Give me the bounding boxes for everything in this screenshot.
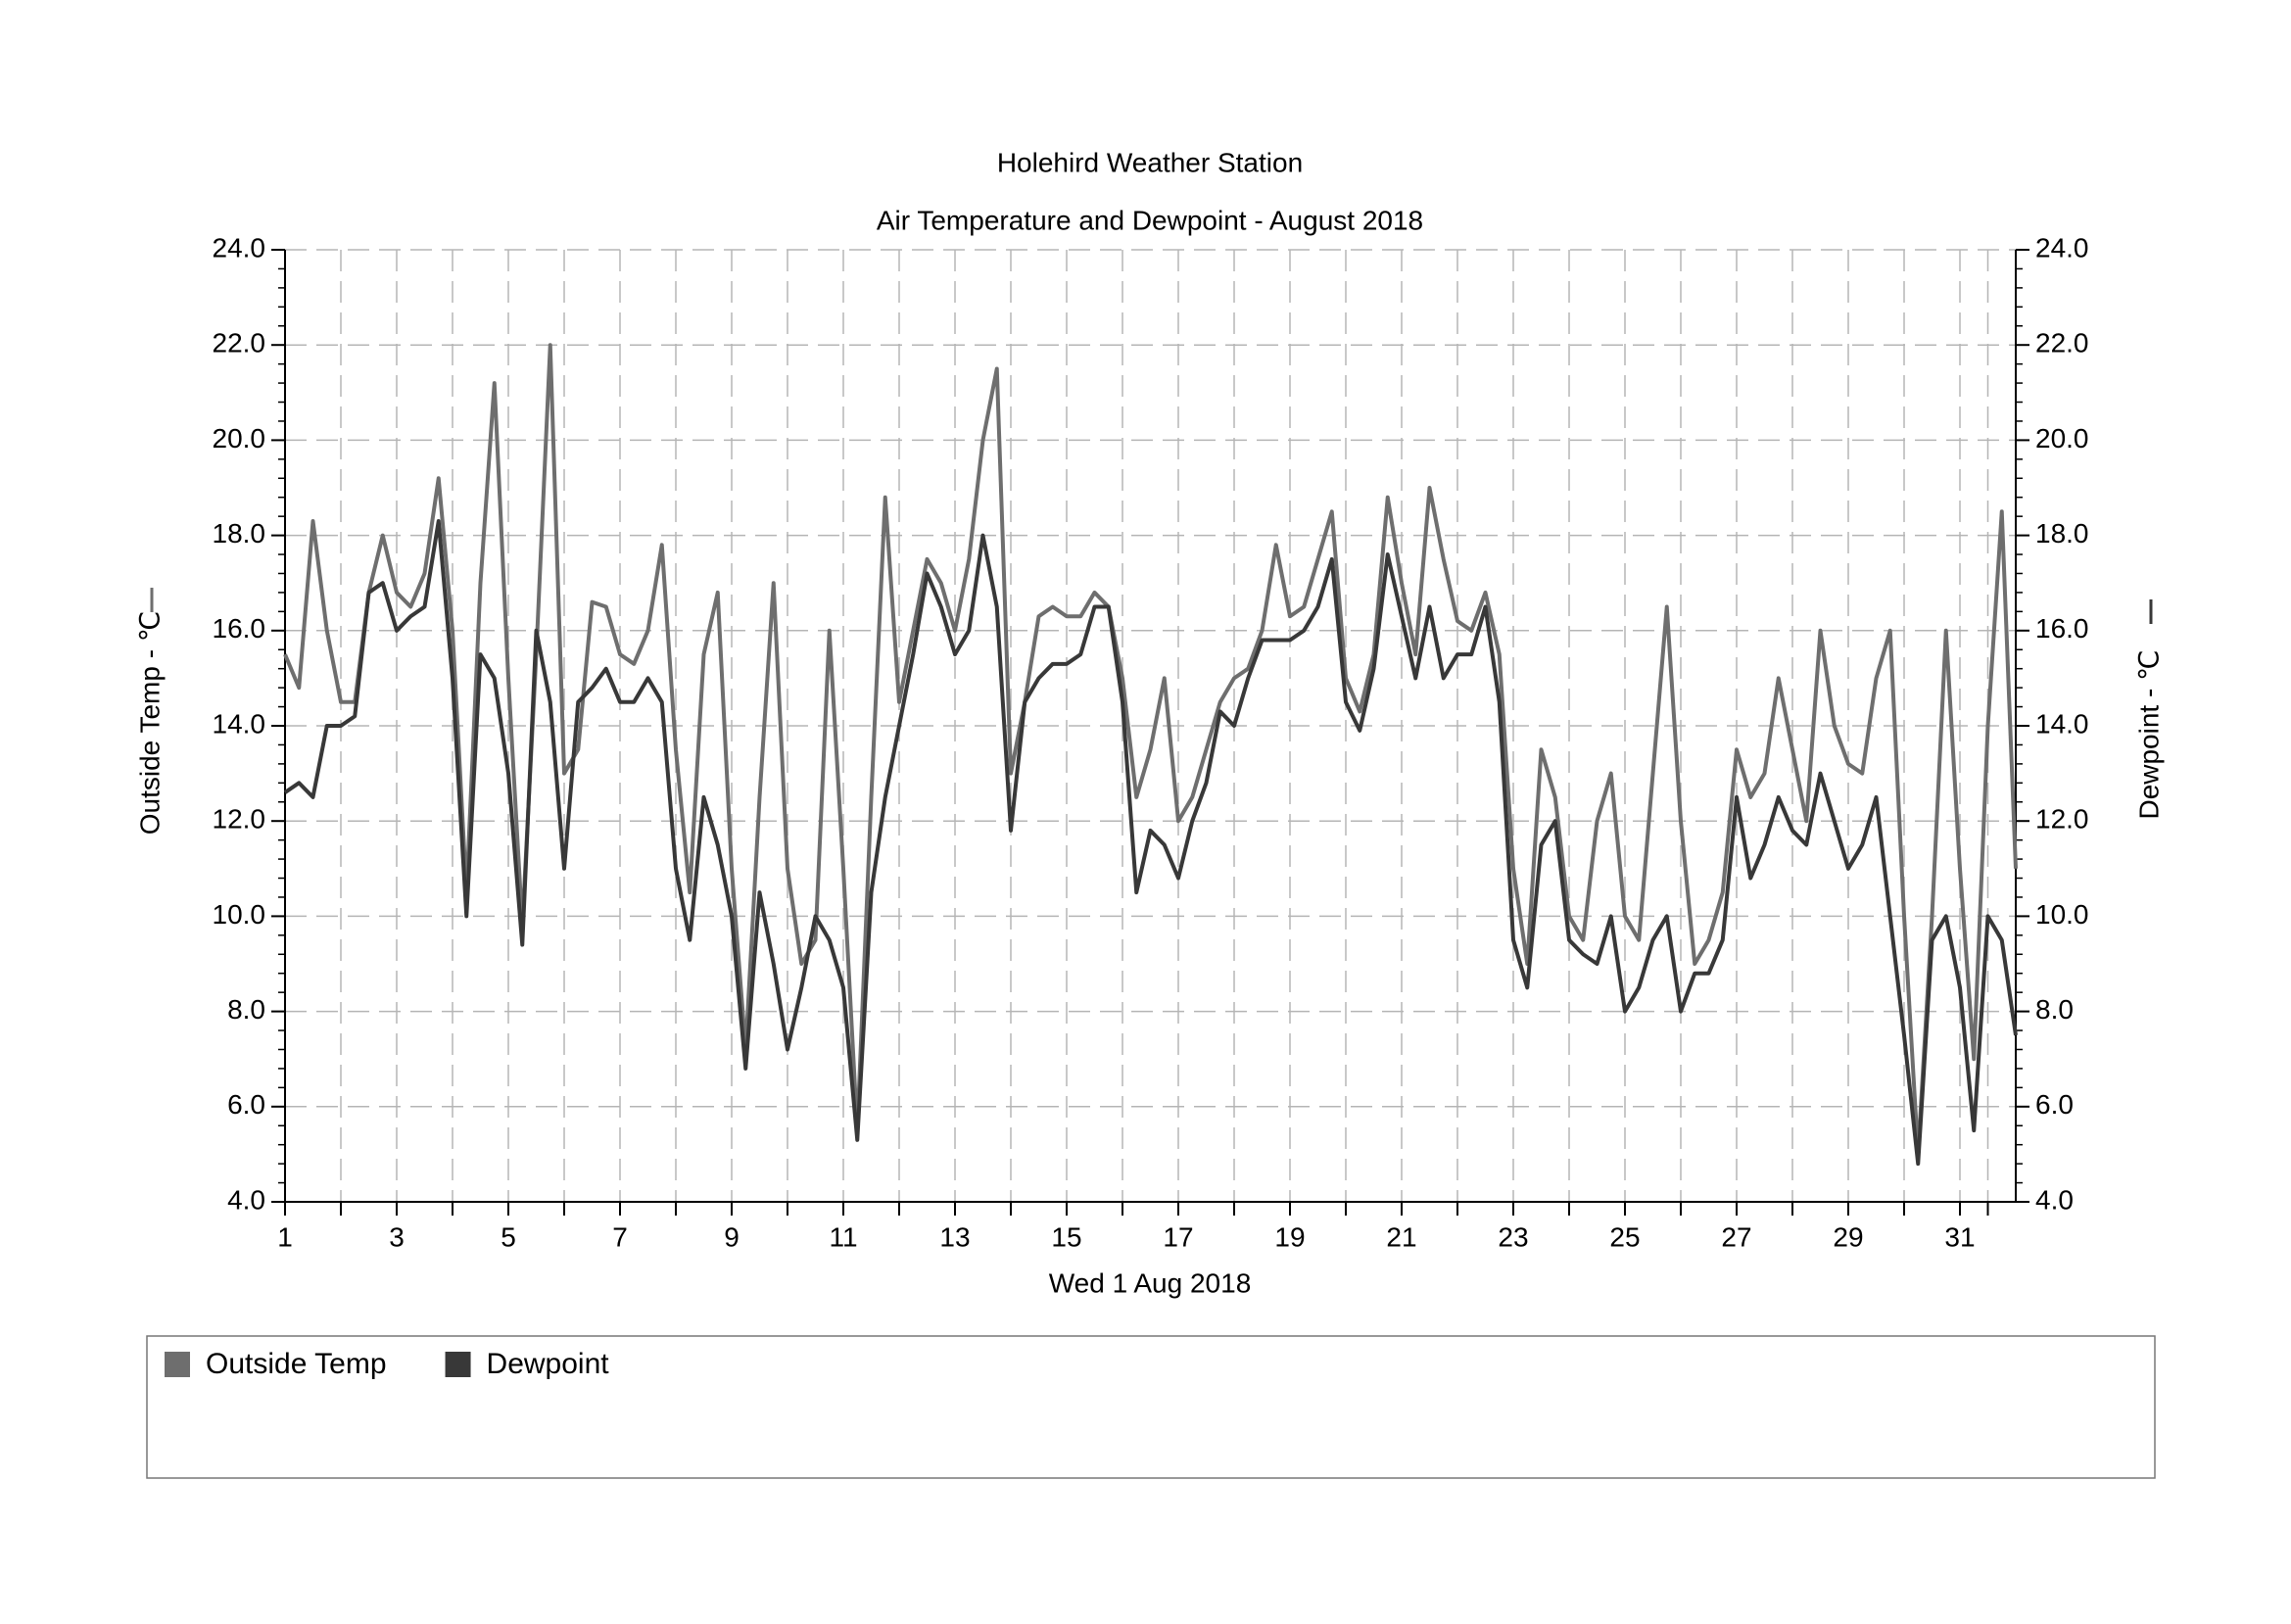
y2-tick-label: 24.0 <box>2035 232 2089 263</box>
legend-label: Outside Temp <box>206 1348 387 1380</box>
data-line <box>283 519 2018 1167</box>
data-line <box>283 343 2018 1157</box>
legend-box <box>146 1335 2156 1479</box>
y2-tick-label: 4.0 <box>2035 1184 2074 1215</box>
x-tick-label: 25 <box>1609 1221 1640 1252</box>
chart-title: Holehird Weather Station <box>997 147 1303 177</box>
legend-swatch <box>165 1352 190 1377</box>
x-tick-label: 13 <box>939 1221 970 1252</box>
y2-tick-label: 22.0 <box>2035 328 2089 358</box>
legend-label: Dewpoint <box>487 1348 610 1380</box>
y-tick-label: 14.0 <box>213 708 266 739</box>
x-tick-label: 11 <box>829 1221 857 1252</box>
x-tick-label: 9 <box>724 1221 740 1252</box>
legend-swatch <box>445 1352 471 1377</box>
y2-tick-label: 18.0 <box>2035 518 2089 549</box>
y-tick-label: 12.0 <box>213 804 266 835</box>
x-tick-label: 31 <box>1944 1221 1975 1252</box>
x-tick-label: 15 <box>1051 1221 1081 1252</box>
y2-axis-label: Dewpoint - ℃ <box>2133 649 2164 819</box>
y-tick-label: 24.0 <box>213 232 266 263</box>
x-tick-label: 29 <box>1833 1221 1863 1252</box>
x-tick-label: 27 <box>1721 1221 1751 1252</box>
y2-tick-label: 12.0 <box>2035 804 2089 835</box>
x-tick-label: 1 <box>277 1221 293 1252</box>
y-tick-label: 18.0 <box>213 518 266 549</box>
y-tick-label: 16.0 <box>213 613 266 644</box>
y-tick-label: 4.0 <box>227 1184 265 1215</box>
y2-tick-label: 6.0 <box>2035 1089 2074 1120</box>
x-tick-label: 23 <box>1498 1221 1528 1252</box>
x-tick-label: 7 <box>612 1221 628 1252</box>
x-tick-label: 17 <box>1163 1221 1193 1252</box>
chart-subtitle: Air Temperature and Dewpoint - August 20… <box>877 205 1423 235</box>
y-tick-label: 8.0 <box>227 994 265 1025</box>
x-tick-label: 21 <box>1386 1221 1416 1252</box>
y-axis-label: Outside Temp - ℃ <box>134 611 165 836</box>
y-tick-label: 22.0 <box>213 328 266 358</box>
x-tick-label: 3 <box>389 1221 405 1252</box>
x-tick-label: 5 <box>501 1221 516 1252</box>
y2-tick-label: 14.0 <box>2035 708 2089 739</box>
y2-tick-label: 8.0 <box>2035 994 2074 1025</box>
y-tick-label: 20.0 <box>213 423 266 454</box>
y2-tick-label: 16.0 <box>2035 613 2089 644</box>
x-tick-label: 19 <box>1274 1221 1305 1252</box>
y-tick-label: 10.0 <box>213 899 266 930</box>
y-tick-label: 6.0 <box>227 1089 265 1120</box>
x-axis-label: Wed 1 Aug 2018 <box>1049 1267 1252 1298</box>
y2-tick-label: 10.0 <box>2035 899 2089 930</box>
y2-tick-label: 20.0 <box>2035 423 2089 454</box>
